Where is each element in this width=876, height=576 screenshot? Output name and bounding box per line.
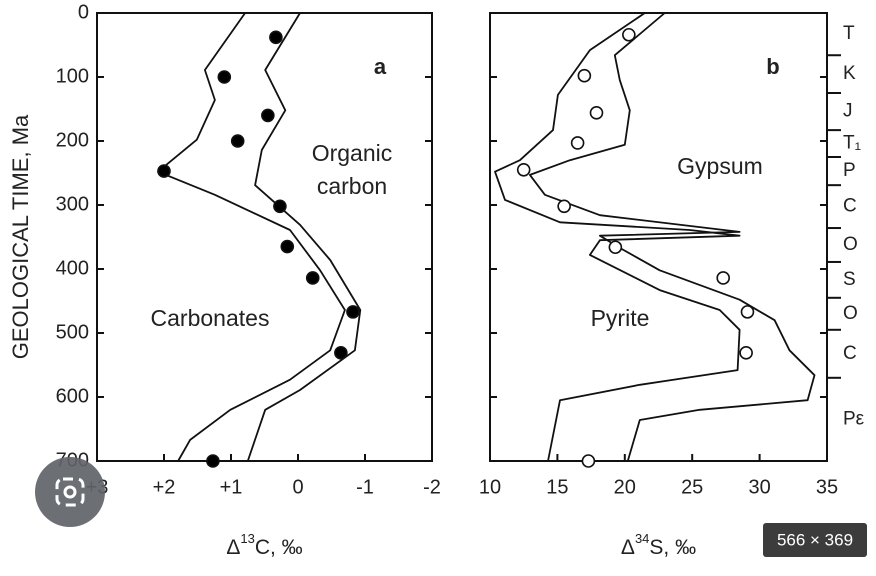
x-axis-label-part: 13 [240,531,254,546]
y-tick-label: 200 [56,129,89,151]
data-point [516,163,531,177]
plot-frame [489,12,828,462]
x-tick-label: 25 [681,476,703,498]
x-tick-label: -1 [356,476,374,498]
period-label: O [843,234,858,255]
period-label: J [843,101,853,122]
y-tick-label: 500 [56,321,89,343]
period-label: C [843,343,857,364]
x-axis-label-part: S, ‰ [649,536,696,559]
y-tick-label: 400 [56,257,89,279]
data-point [280,239,295,254]
data-point [716,271,731,285]
period-label: S [843,269,856,290]
size-badge-text: 566 × 369 [777,530,853,549]
lens-button[interactable] [35,457,105,527]
y-tick-label: 600 [56,385,89,407]
x-tick-label: 15 [546,476,568,498]
x-tick-label: +1 [220,476,243,498]
x-tick-label: -2 [423,476,441,498]
period-label: C [843,196,857,217]
data-point [589,106,604,120]
size-badge [763,523,867,557]
annotation: Gypsum [677,153,763,179]
x-tick-label: 10 [479,476,501,498]
period-label: P [843,160,856,181]
data-point [740,305,755,319]
panel-letter: b [766,54,779,79]
x-tick-label: 35 [816,476,838,498]
x-axis-label: Δ34S, ‰ [621,531,696,558]
x-tick-label: 30 [748,476,770,498]
data-point [261,108,275,123]
x-axis-label-part: Δ [226,536,240,559]
lens-icon-dot [63,485,77,499]
x-axis-label: Δ13C, ‰ [226,531,302,558]
x-axis-label-part: C, ‰ [255,536,303,559]
data-point [206,454,220,468]
annotation: carbon [317,173,387,199]
x-tick-label: 20 [614,476,636,498]
annotation: Pyrite [591,305,650,331]
data-point [581,454,596,468]
x-tick-label: 0 [292,476,303,498]
period-label: K [843,63,856,84]
data-point [570,136,585,150]
x-axis-label-part: Δ [621,536,635,559]
data-point [217,70,232,84]
data-point [157,164,171,178]
annotation: Carbonates [151,305,270,331]
data-point [230,134,245,148]
x-tick-label: +2 [153,476,176,498]
data-point [557,199,571,214]
lens-icon [55,477,85,507]
annotation: Organic [312,140,393,166]
plot-frame [96,12,433,462]
envelope-line [246,12,362,462]
data-point [608,240,623,255]
y-tick-label: 100 [56,65,89,87]
y-tick-label: 0 [78,1,89,23]
envelope-line [529,12,816,462]
envelope-line [157,12,346,462]
data-point [346,305,360,319]
data-point [577,68,592,83]
period-label: T [843,23,855,44]
data-point [269,30,283,45]
x-axis-label-part: 34 [635,531,649,546]
data-point [334,346,348,360]
period-label: O [843,303,858,324]
data-point [305,271,320,285]
envelope-line [494,12,741,462]
data-point [273,199,287,214]
period-label: Pε [843,408,865,429]
panel-letter: a [374,54,387,79]
y-axis-label: GEOLOGICAL TIME, Ma [8,114,33,359]
period-label: T₁ [843,133,861,154]
data-point [622,27,636,42]
y-tick-label: 300 [56,193,89,215]
data-point [739,346,753,360]
